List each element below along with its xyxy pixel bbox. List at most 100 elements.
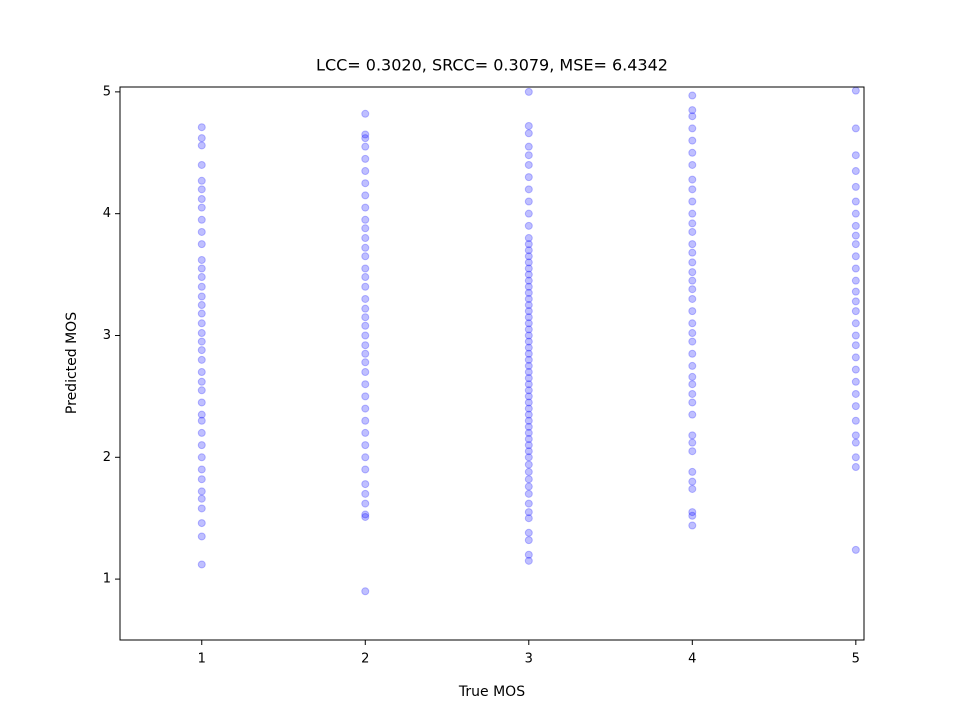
- scatter-point: [688, 410, 697, 419]
- plot-area: [197, 86, 860, 596]
- scatter-point: [524, 264, 533, 273]
- scatter-point: [524, 301, 533, 310]
- scatter-point: [197, 134, 206, 143]
- scatter-point: [851, 389, 860, 398]
- scatter-point: [524, 209, 533, 218]
- scatter-point: [197, 519, 206, 528]
- scatter-point: [524, 121, 533, 130]
- scatter-point: [688, 268, 697, 277]
- scatter-point: [197, 215, 206, 224]
- scatter-point: [361, 480, 370, 489]
- scatter-point: [524, 392, 533, 401]
- scatter-point: [851, 264, 860, 273]
- scatter-point: [851, 377, 860, 386]
- scatter-point: [524, 528, 533, 537]
- scatter-point: [851, 341, 860, 350]
- scatter-point: [524, 197, 533, 206]
- scatter-point: [361, 428, 370, 437]
- scatter-point: [361, 234, 370, 243]
- scatter-point: [688, 136, 697, 145]
- scatter-point: [688, 106, 697, 115]
- scatter-point: [524, 398, 533, 407]
- scatter-point: [197, 355, 206, 364]
- scatter-point: [688, 380, 697, 389]
- scatter-point: [361, 304, 370, 313]
- scatter-point: [361, 499, 370, 508]
- y-tick-label: 2: [103, 450, 111, 465]
- scatter-point: [197, 176, 206, 185]
- scatter-point: [197, 123, 206, 132]
- scatter-point: [361, 294, 370, 303]
- scatter-point: [524, 386, 533, 395]
- scatter-point: [524, 374, 533, 383]
- scatter-point: [361, 134, 370, 143]
- scatter-point: [688, 398, 697, 407]
- scatter-point: [688, 285, 697, 294]
- scatter-point: [197, 185, 206, 194]
- scatter-point: [524, 313, 533, 322]
- scatter-point: [688, 361, 697, 370]
- scatter-point: [524, 435, 533, 444]
- scatter-point: [197, 319, 206, 328]
- scatter-point: [361, 243, 370, 252]
- scatter-point: [524, 234, 533, 243]
- scatter-point: [524, 258, 533, 267]
- scatter-point: [361, 273, 370, 282]
- scatter-point: [197, 337, 206, 346]
- scatter-point: [524, 276, 533, 285]
- scatter-point: [851, 231, 860, 240]
- scatter-point: [851, 276, 860, 285]
- scatter-point: [851, 151, 860, 160]
- scatter-point: [524, 325, 533, 334]
- scatter-point: [688, 240, 697, 249]
- scatter-point: [688, 248, 697, 257]
- scatter-point: [361, 282, 370, 291]
- scatter-point: [197, 494, 206, 503]
- scatter-point: [688, 227, 697, 236]
- scatter-point: [197, 428, 206, 437]
- scatter-point: [524, 556, 533, 565]
- scatter-point: [524, 185, 533, 194]
- scatter-point: [524, 536, 533, 545]
- x-tick-label: 4: [688, 652, 696, 667]
- scatter-point: [361, 416, 370, 425]
- scatter-point: [688, 197, 697, 206]
- scatter-point: [851, 319, 860, 328]
- scatter-point: [851, 353, 860, 362]
- scatter-point: [688, 219, 697, 228]
- scatter-point: [688, 112, 697, 121]
- scatter-point: [851, 463, 860, 472]
- chart-title: LCC= 0.3020, SRCC= 0.3079, MSE= 6.4342: [316, 56, 668, 75]
- scatter-point: [197, 368, 206, 377]
- scatter-point: [197, 301, 206, 310]
- scatter-point: [524, 428, 533, 437]
- scatter-point: [688, 294, 697, 303]
- scatter-point: [524, 467, 533, 476]
- scatter-point: [524, 246, 533, 255]
- scatter-point: [361, 358, 370, 367]
- x-tick-label: 1: [198, 652, 206, 667]
- scatter-point: [197, 264, 206, 273]
- scatter-point: [851, 297, 860, 306]
- scatter-point: [851, 416, 860, 425]
- scatter-point: [361, 321, 370, 330]
- scatter-point: [524, 331, 533, 340]
- scatter-point: [361, 313, 370, 322]
- scatter-point: [851, 86, 860, 95]
- scatter-point: [851, 453, 860, 462]
- scatter-point: [851, 331, 860, 340]
- scatter-point: [361, 167, 370, 176]
- scatter-point: [524, 368, 533, 377]
- scatter-point: [688, 484, 697, 493]
- scatter-point: [851, 182, 860, 191]
- axes-frame: [119, 86, 865, 641]
- scatter-point: [197, 240, 206, 249]
- scatter-point: [851, 438, 860, 447]
- scatter-point: [524, 349, 533, 358]
- scatter-point: [524, 270, 533, 279]
- scatter-point: [361, 368, 370, 377]
- scatter-point: [688, 319, 697, 328]
